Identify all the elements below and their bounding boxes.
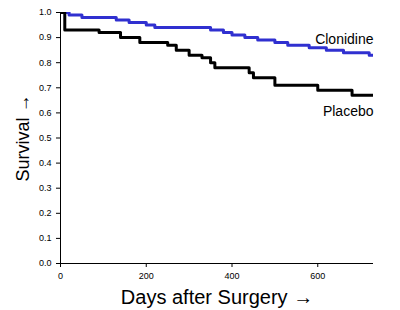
svg-text:600: 600 [310, 271, 325, 281]
svg-text:0.7: 0.7 [39, 83, 52, 93]
svg-text:0.8: 0.8 [39, 58, 52, 68]
svg-text:200: 200 [139, 271, 154, 281]
svg-text:Placebo: Placebo [323, 103, 374, 119]
svg-text:0.6: 0.6 [39, 108, 52, 118]
svg-text:0.0: 0.0 [39, 258, 52, 268]
svg-text:0.3: 0.3 [39, 183, 52, 193]
svg-text:400: 400 [224, 271, 239, 281]
svg-text:Survival →: Survival → [13, 94, 33, 181]
svg-text:0: 0 [58, 271, 63, 281]
svg-text:0.9: 0.9 [39, 32, 52, 42]
svg-text:1.0: 1.0 [39, 7, 52, 17]
svg-text:0.4: 0.4 [39, 158, 52, 168]
svg-text:Clonidine: Clonidine [315, 31, 374, 47]
svg-text:Days after Surgery →: Days after Surgery → [121, 286, 313, 308]
svg-text:0.5: 0.5 [39, 133, 52, 143]
svg-text:0.1: 0.1 [39, 233, 52, 243]
svg-text:0.2: 0.2 [39, 208, 52, 218]
